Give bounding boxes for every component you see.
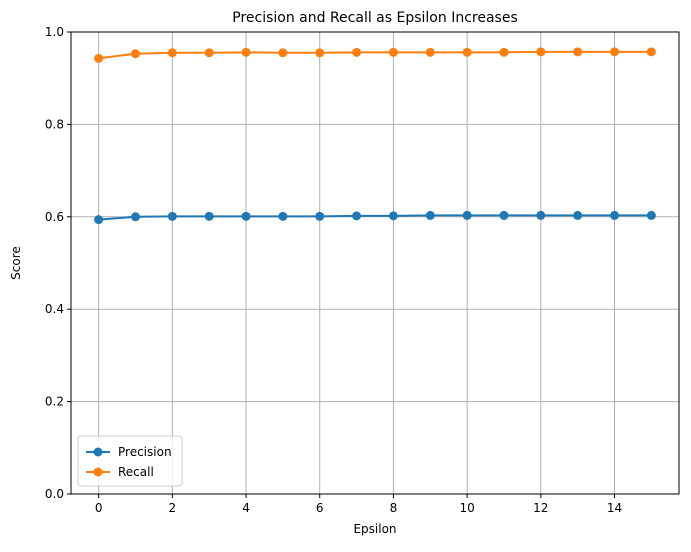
recall-point xyxy=(278,48,288,58)
precision-point xyxy=(315,211,325,221)
recall-point xyxy=(536,47,546,57)
precision-point xyxy=(94,215,104,225)
precision-point xyxy=(278,211,288,221)
legend-precision-marker xyxy=(93,447,103,457)
precision-point xyxy=(388,211,398,221)
y-tick-label: 0.2 xyxy=(45,395,64,409)
x-tick-label: 14 xyxy=(607,501,622,515)
precision-line xyxy=(98,214,652,221)
precision-point xyxy=(610,210,620,220)
recall-point xyxy=(352,47,362,57)
precision-point xyxy=(646,210,656,220)
precision-point xyxy=(130,212,140,222)
plot-area-frame xyxy=(70,31,680,495)
legend-box xyxy=(77,435,183,487)
y-tick-label: 0.0 xyxy=(45,487,64,501)
legend: Precision Recall xyxy=(77,435,183,487)
x-axis-label: Epsilon xyxy=(353,522,396,536)
y-tick-label: 0.4 xyxy=(45,302,64,316)
y-tick-label: 0.6 xyxy=(45,210,64,224)
x-tick-label: 12 xyxy=(533,501,548,515)
precision-point xyxy=(241,211,251,221)
recall-point xyxy=(241,47,251,57)
precision-point xyxy=(536,210,546,220)
legend-recall-label: Recall xyxy=(118,465,154,479)
x-tick-label: 10 xyxy=(459,501,474,515)
legend-items: Precision Recall xyxy=(86,445,172,479)
recall-point xyxy=(462,47,472,57)
recall-point xyxy=(646,47,656,57)
data-series xyxy=(94,47,656,225)
x-tick-label: 4 xyxy=(242,501,250,515)
legend-precision-label: Precision xyxy=(118,445,172,459)
x-tick-label: 6 xyxy=(316,501,324,515)
legend-recall-marker xyxy=(93,467,103,477)
recall-point xyxy=(425,47,435,57)
precision-point xyxy=(167,211,177,221)
recall-point xyxy=(130,49,140,59)
recall-point xyxy=(610,47,620,57)
y-tick-label: 0.8 xyxy=(45,117,64,131)
precision-point xyxy=(573,210,583,220)
recall-point xyxy=(204,48,214,58)
x-tick-label: 2 xyxy=(169,501,177,515)
precision-point xyxy=(204,211,214,221)
y-tick-label: 1.0 xyxy=(45,25,64,39)
recall-point xyxy=(94,53,104,63)
x-tick-label: 8 xyxy=(390,501,398,515)
precision-point xyxy=(425,210,435,220)
recall-point xyxy=(167,48,177,58)
precision-point xyxy=(499,210,509,220)
recall-point xyxy=(388,47,398,57)
recall-line xyxy=(98,50,652,60)
y-axis-label: Score xyxy=(9,246,23,280)
recall-point xyxy=(315,48,325,58)
chart-title: Precision and Recall as Epsilon Increase… xyxy=(232,10,517,26)
precision-point xyxy=(352,211,362,221)
precision-point xyxy=(462,210,472,220)
x-tick-label: 0 xyxy=(95,501,103,515)
axis-ticks: 0 2 4 6 8 10 12 14 0.0 0.2 0.4 0.6 0.8 1.0 xyxy=(45,25,622,515)
recall-point xyxy=(499,47,509,57)
recall-point xyxy=(573,47,583,57)
